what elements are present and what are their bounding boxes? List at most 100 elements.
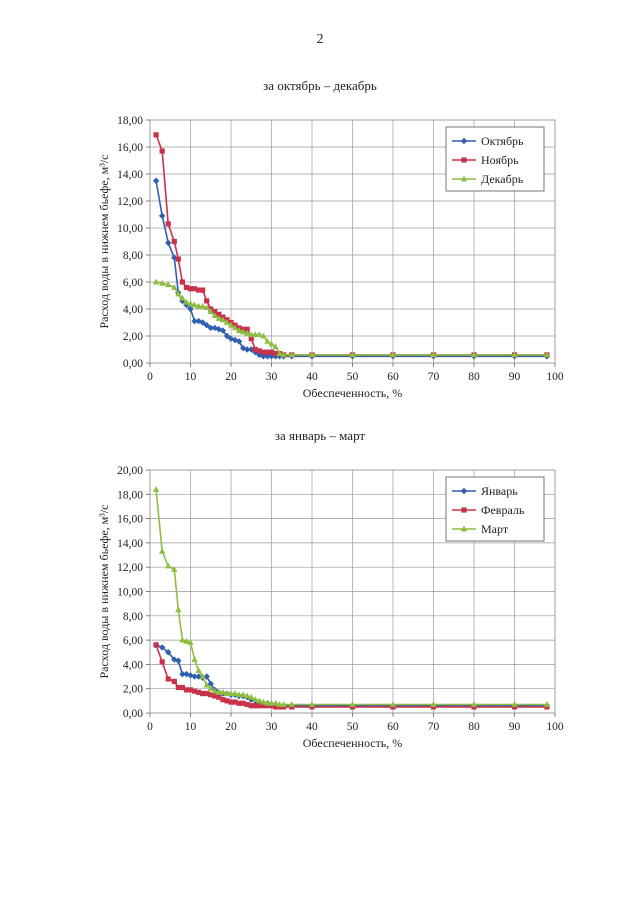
data-point [268,353,275,360]
data-point [224,698,230,704]
x-tick-label: 20 [225,371,237,383]
data-point [264,703,271,709]
data-point [203,304,210,311]
data-point [543,701,551,707]
data-point [264,699,271,706]
y-tick-label: 18,00 [117,115,143,127]
data-point [511,351,518,358]
x-tick-label: 0 [147,371,153,383]
x-tick-label: 60 [387,371,399,383]
data-point [159,148,165,154]
data-point [223,319,231,325]
data-point [208,692,214,698]
data-point [235,691,243,698]
data-point [204,690,210,697]
data-point [309,704,315,710]
page-number: 2 [316,32,324,47]
data-point [152,177,160,184]
data-point [191,656,198,662]
data-point [244,326,250,332]
x-tick-label: 100 [546,371,564,383]
data-point [175,657,182,664]
y-tick-label: 18,00 [117,489,143,501]
legend: Январь Февраль Март [445,476,545,542]
data-point [152,278,160,285]
data-point [158,548,166,554]
x-tick-label: 60 [387,721,399,733]
data-point [158,279,166,286]
series-2 [152,278,551,358]
data-point [288,351,295,358]
y-tick-label: 0,00 [123,708,143,720]
data-point [389,351,397,358]
legend-label: Декабрь [481,172,524,186]
data-point [231,324,239,331]
data-point [159,659,165,665]
data-point [203,322,210,329]
x-tick-label: 100 [546,721,564,733]
legend-label: Октябрь [481,134,524,148]
series-2 [152,486,551,707]
data-point [276,350,283,356]
data-point [470,701,478,707]
data-point [244,346,251,353]
data-point [240,700,246,706]
y-tick-label: 8,00 [123,250,143,262]
data-point [248,703,254,709]
data-point [207,308,214,315]
data-point [228,699,234,705]
chart-title-jan-mar: за январь – март [274,428,366,443]
data-point [260,332,267,339]
data-point [153,642,159,648]
data-point [272,699,279,706]
data-point [216,694,222,700]
x-tick-label: 10 [185,371,197,383]
data-point [430,704,437,710]
data-point [187,639,194,645]
data-point [511,701,518,707]
data-point [183,284,190,290]
y-tick-label: 16,00 [117,514,143,526]
x-tick-label: 70 [428,371,440,383]
data-point [390,704,396,710]
data-point [256,331,263,338]
series-1 [153,642,550,710]
data-point [219,316,227,323]
data-point [196,287,202,293]
data-point [277,704,283,710]
y-tick-label: 10,00 [117,223,143,235]
data-point [203,681,210,688]
data-point [165,676,171,682]
data-point [171,678,177,685]
data-point [260,703,266,709]
x-tick-label: 80 [468,371,480,383]
data-point [199,302,206,309]
legend-marker [460,525,468,532]
data-point [232,699,238,705]
data-point [175,256,181,262]
data-point [430,351,437,358]
x-tick-label: 30 [266,371,278,383]
data-point [220,697,226,703]
data-point [212,693,218,699]
data-point [235,338,243,345]
data-point [280,701,287,707]
x-tick-label: 90 [509,721,521,733]
data-point [179,670,186,678]
x-tick-label: 80 [468,721,480,733]
data-point [260,698,267,705]
data-point [187,286,194,292]
data-point [158,212,166,220]
data-point [248,336,254,342]
data-point [207,685,214,692]
y-tick-label: 4,00 [123,659,143,671]
x-tick-label: 30 [266,721,278,733]
data-point [244,701,250,708]
data-point [187,305,194,313]
y-tick-label: 12,00 [117,196,143,208]
data-point [244,692,251,699]
x-axis-label: Обеспеченность, % [303,386,403,400]
data-point [308,351,316,358]
y-tick-label: 2,00 [123,331,143,343]
y-tick-label: 14,00 [117,169,143,181]
